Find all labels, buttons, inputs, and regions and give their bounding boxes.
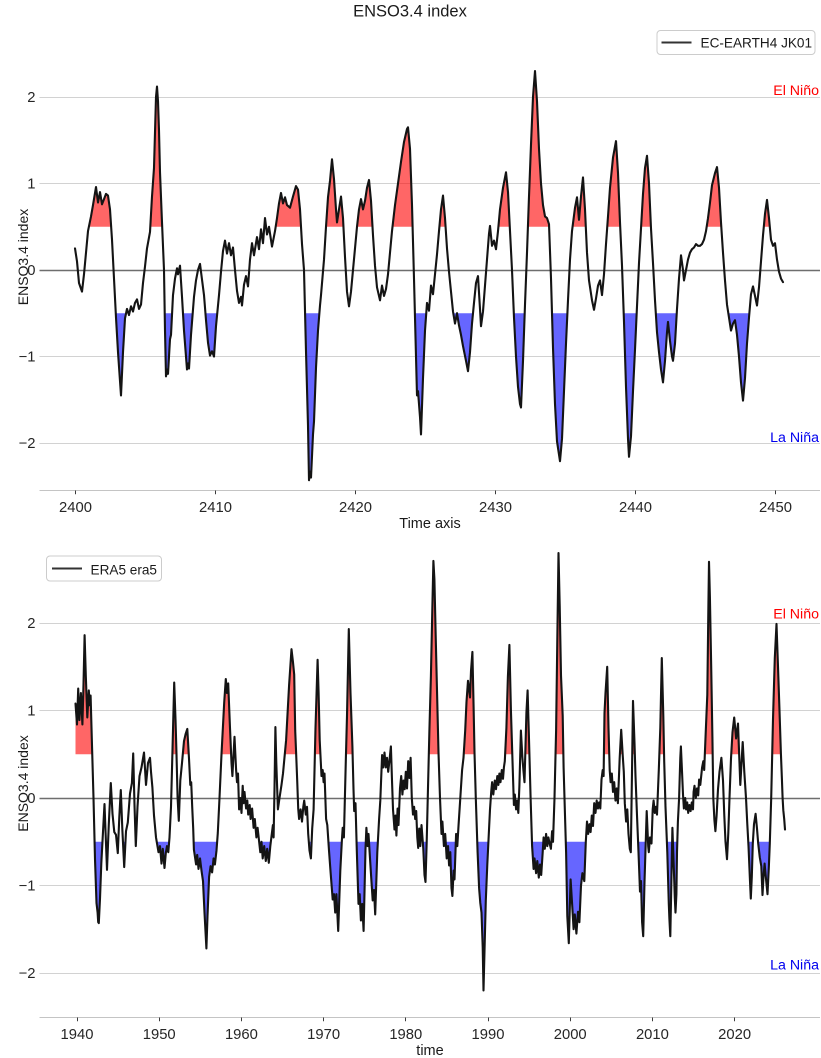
- svg-text:EC-EARTH4 JK01: EC-EARTH4 JK01: [701, 36, 813, 51]
- svg-text:ENSO3.4 index: ENSO3.4 index: [15, 209, 31, 306]
- svg-text:1980: 1980: [389, 1027, 422, 1043]
- svg-text:2: 2: [27, 616, 35, 632]
- svg-text:ENSO3.4 index: ENSO3.4 index: [353, 3, 467, 21]
- svg-text:−1: −1: [19, 350, 36, 366]
- svg-text:1990: 1990: [472, 1027, 505, 1043]
- svg-text:0: 0: [27, 791, 35, 807]
- svg-text:2020: 2020: [718, 1027, 751, 1043]
- svg-text:2430: 2430: [479, 500, 512, 516]
- svg-text:ERA5 era5: ERA5 era5: [91, 562, 158, 577]
- svg-text:2010: 2010: [636, 1027, 669, 1043]
- svg-text:La Niña: La Niña: [770, 430, 819, 446]
- svg-text:0: 0: [27, 263, 35, 279]
- svg-text:2400: 2400: [59, 500, 92, 516]
- svg-text:1960: 1960: [225, 1027, 258, 1043]
- svg-text:1950: 1950: [143, 1027, 176, 1043]
- svg-text:time: time: [416, 1043, 443, 1058]
- svg-text:2440: 2440: [619, 500, 652, 516]
- svg-text:2450: 2450: [759, 500, 792, 516]
- svg-text:2410: 2410: [199, 500, 232, 516]
- svg-text:−2: −2: [19, 436, 36, 452]
- svg-text:2: 2: [27, 90, 35, 106]
- svg-text:El Niño: El Niño: [773, 607, 819, 623]
- svg-text:2420: 2420: [339, 500, 372, 516]
- svg-text:El Niño: El Niño: [773, 83, 819, 99]
- svg-text:1: 1: [27, 177, 35, 193]
- svg-text:Time axis: Time axis: [399, 516, 461, 532]
- svg-text:1970: 1970: [307, 1027, 340, 1043]
- svg-text:2000: 2000: [554, 1027, 587, 1043]
- svg-text:1: 1: [27, 704, 35, 720]
- svg-text:La Niña: La Niña: [770, 958, 819, 974]
- svg-text:1940: 1940: [61, 1027, 94, 1043]
- svg-text:ENSO3.4 index: ENSO3.4 index: [15, 735, 31, 832]
- svg-text:−2: −2: [19, 966, 36, 982]
- svg-text:−1: −1: [19, 879, 36, 895]
